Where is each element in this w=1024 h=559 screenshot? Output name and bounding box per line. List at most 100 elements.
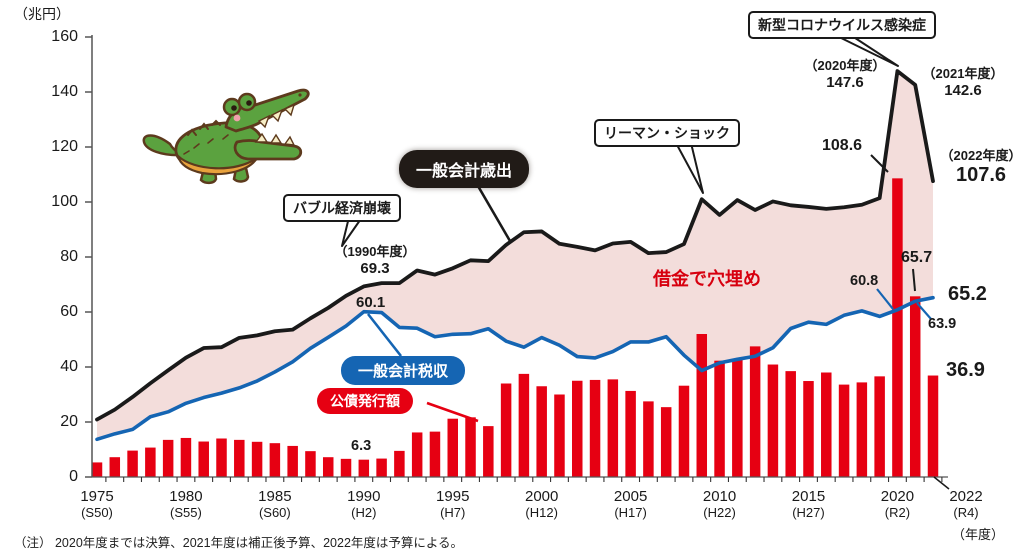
leader-tax-pill bbox=[366, 313, 403, 357]
annotation-1990-bond: 6.3 bbox=[351, 438, 372, 454]
leader-tax-60-8 bbox=[876, 288, 894, 310]
x-tick-era: (H7) bbox=[440, 505, 466, 520]
bond-bar bbox=[749, 346, 761, 477]
bond-bar bbox=[821, 372, 832, 477]
annotation-2020-value: 147.6 bbox=[826, 73, 864, 91]
bond-bar bbox=[305, 451, 316, 477]
y-tick-label: 0 bbox=[69, 468, 78, 485]
x-tick-year: 2015 bbox=[791, 488, 826, 505]
bond-bar bbox=[287, 445, 298, 477]
x-tick-era: (H22) bbox=[703, 505, 736, 520]
bond-bar bbox=[536, 386, 547, 477]
bond-bar bbox=[447, 418, 458, 477]
annotation-2020-era: （2020年度） bbox=[804, 58, 886, 73]
legend-expenditure-pill: 一般会計歳出 bbox=[399, 150, 530, 188]
x-tick-era: (H27) bbox=[792, 505, 825, 520]
callout-lehman-shock: リーマン・ショック bbox=[594, 119, 740, 147]
bond-bar bbox=[358, 459, 370, 477]
x-tick-label: 2005 (H17) bbox=[596, 488, 666, 520]
x-tick-label: 1975 (S50) bbox=[62, 488, 132, 520]
x-tick-label: 1995 (H7) bbox=[418, 488, 488, 520]
annotation-1990-value: 69.3 bbox=[360, 259, 390, 277]
y-tick-label: 60 bbox=[60, 303, 78, 320]
bond-bar bbox=[660, 407, 672, 477]
bond-bar bbox=[269, 443, 281, 477]
tax-revenue-line bbox=[95, 295, 935, 442]
x-tick-year: 2005 bbox=[613, 488, 648, 505]
y-tick-label: 140 bbox=[51, 83, 78, 100]
x-tick-label: 2015 (H27) bbox=[773, 488, 843, 520]
footnote: （注） 2020年度までは決算、2021年度は補正後予算、2022年度は予算によ… bbox=[14, 536, 464, 550]
x-tick-era: (R2) bbox=[884, 505, 911, 520]
bond-bar bbox=[892, 178, 903, 477]
crocodile-illustration bbox=[142, 88, 310, 185]
annotation-2022-bond: 36.9 bbox=[946, 359, 985, 381]
leader-bond-pill bbox=[426, 401, 479, 423]
gap-debt-fill-label: 借金で穴埋め bbox=[653, 269, 761, 289]
annotation-2022-era: （2022年度） bbox=[940, 148, 1022, 163]
callout-pointer-lehman bbox=[675, 142, 704, 194]
x-tick-year: 2020 bbox=[880, 488, 915, 505]
bond-bar bbox=[643, 401, 654, 477]
bond-bar bbox=[394, 450, 405, 477]
x-tick-label: 1990 (H2) bbox=[329, 488, 399, 520]
bond-bar bbox=[322, 457, 334, 477]
bond-bar bbox=[465, 417, 476, 477]
bond-bar bbox=[909, 296, 921, 477]
x-tick-label: 2000 (H12) bbox=[507, 488, 577, 520]
callout-covid19: 新型コロナウイルス感染症 bbox=[748, 11, 936, 39]
annotation-1990-expenditure: （1990年度） 69.3 bbox=[330, 244, 420, 277]
x-tick-era: (H2) bbox=[351, 505, 377, 520]
annotation-2022-tax: 65.2 bbox=[948, 283, 987, 305]
y-tick-label: 20 bbox=[60, 413, 78, 430]
annotation-2022-value: 107.6 bbox=[955, 163, 1007, 186]
x-tick-label: 1985 (S60) bbox=[240, 488, 310, 520]
legend-tax-revenue-pill: 一般会計税収 bbox=[341, 356, 466, 385]
annotation-2020-expenditure: （2020年度） 147.6 bbox=[800, 58, 890, 91]
x-tick-era: (S60) bbox=[258, 505, 291, 520]
bond-bar bbox=[856, 382, 868, 477]
y-tick-label: 160 bbox=[51, 28, 78, 45]
y-tick-label: 40 bbox=[60, 358, 78, 375]
x-tick-year: 2022 bbox=[949, 488, 983, 505]
bond-bar bbox=[927, 375, 939, 477]
x-tick-label: 2020 (R2) bbox=[862, 488, 932, 520]
annotation-1990-tax: 60.1 bbox=[356, 294, 386, 311]
x-tick-era: (S55) bbox=[170, 505, 202, 520]
bond-bar bbox=[589, 379, 601, 477]
bond-bar bbox=[732, 359, 743, 477]
bond-bar bbox=[785, 371, 796, 477]
annotation-1990-era: （1990年度） bbox=[334, 244, 416, 259]
x-tick-year: 2000 bbox=[524, 488, 559, 505]
bond-bar bbox=[607, 379, 619, 477]
x-tick-label: 2010 (H22) bbox=[685, 488, 755, 520]
bond-bar bbox=[234, 439, 245, 477]
annotation-2022-expenditure: （2022年度） 107.6 bbox=[938, 148, 1024, 187]
annotation-2020-bond: 108.6 bbox=[822, 137, 863, 154]
bond-bar bbox=[500, 383, 512, 477]
leader-tax-63-9 bbox=[916, 302, 932, 320]
bond-bar bbox=[145, 447, 156, 477]
bond-bar bbox=[572, 380, 583, 477]
x-tick-year: 1995 bbox=[436, 488, 470, 505]
y-tick-label: 80 bbox=[60, 248, 78, 265]
annotation-2021-bond: 65.7 bbox=[901, 249, 933, 266]
annotation-2021-value: 142.6 bbox=[944, 81, 982, 99]
bond-bar bbox=[803, 381, 814, 477]
leader-expenditure-pill bbox=[476, 185, 512, 242]
callout-bubble-collapse: バブル経済崩壊 bbox=[283, 194, 401, 222]
bond-bar bbox=[411, 432, 423, 477]
bond-bar bbox=[162, 439, 174, 477]
x-tick-era: (H17) bbox=[614, 505, 647, 520]
legend-bond-issuance-pill: 公債発行額 bbox=[317, 388, 413, 414]
x-tick-year: 1980 bbox=[169, 488, 203, 505]
bond-bar bbox=[714, 360, 725, 477]
annotation-2020-tax: 60.8 bbox=[850, 273, 879, 289]
x-tick-era: (R4) bbox=[953, 505, 979, 520]
x-tick-year: 2010 bbox=[702, 488, 737, 505]
y-tick-label: 120 bbox=[51, 138, 78, 155]
x-tick-year: 1990 bbox=[347, 488, 381, 505]
bond-bar bbox=[109, 457, 121, 477]
